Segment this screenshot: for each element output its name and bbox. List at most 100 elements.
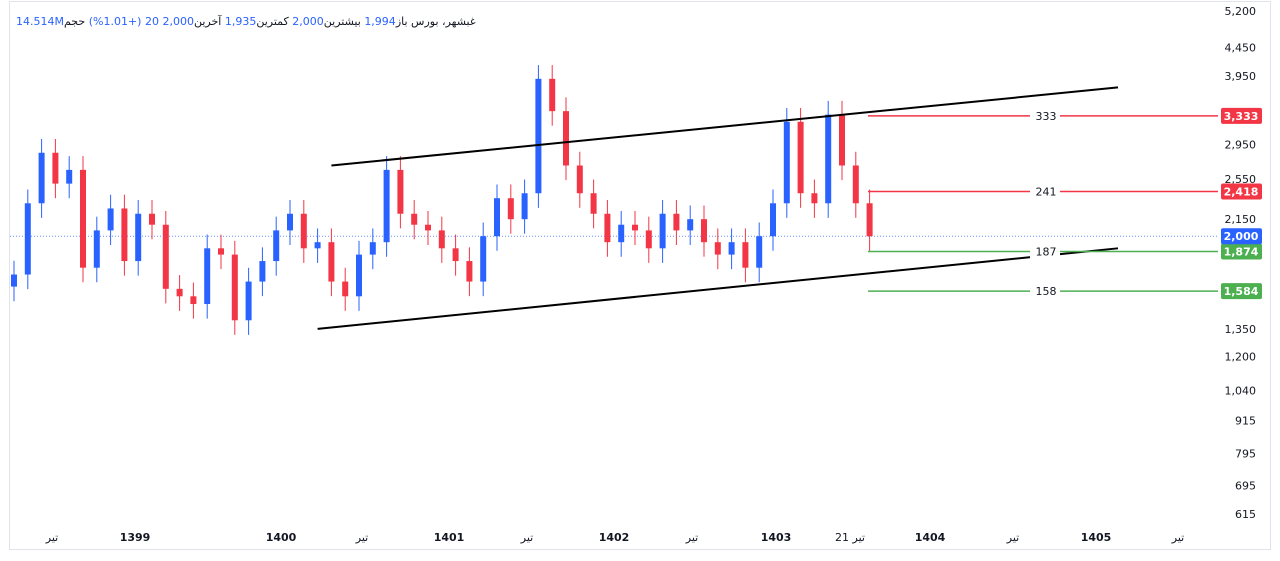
candle-body	[93, 230, 100, 268]
x-tick-label: تیر	[45, 531, 58, 544]
candle-body	[576, 165, 583, 194]
x-tick-label: تیر	[355, 531, 368, 544]
level-price-tag	[1221, 107, 1262, 124]
y-tick-label: 2,150	[1225, 213, 1257, 226]
x-tick-label: 21 تیر	[835, 531, 865, 544]
candle-body	[107, 208, 114, 231]
candle-body	[356, 254, 362, 297]
candle-body	[204, 248, 211, 305]
candle-body	[342, 281, 349, 297]
candle-body	[24, 203, 31, 275]
candle-body	[438, 230, 445, 249]
candle-body	[314, 242, 321, 249]
candle-body	[783, 121, 790, 204]
x-tick-label: 1402	[599, 531, 630, 544]
x-tick-label: 1400	[266, 531, 297, 544]
volume-value: 14.514M	[16, 15, 64, 28]
candle-body	[521, 193, 528, 220]
candle-body	[673, 213, 680, 231]
x-tick-label: 1405	[1081, 531, 1112, 544]
candle-body	[659, 213, 666, 249]
candle-body	[452, 248, 459, 262]
candle-body	[507, 198, 514, 220]
x-tick-label: تیر	[520, 531, 533, 544]
candle-body	[11, 274, 17, 287]
x-tick-label: 1401	[434, 531, 465, 544]
candle-body	[797, 121, 804, 194]
y-tick-label: 5,200	[1225, 5, 1257, 18]
candle-body	[687, 219, 694, 231]
open-value: 1,994	[364, 15, 396, 28]
level-distance-label: 241	[1036, 185, 1057, 198]
candle-body	[466, 261, 473, 282]
candle-body	[701, 219, 707, 243]
x-tick-label: تیر	[1006, 531, 1019, 544]
candle-body	[825, 114, 832, 204]
level-price-tag	[1221, 243, 1262, 260]
level-price-tag-label: 2,418	[1224, 185, 1259, 198]
candle-body	[425, 224, 431, 231]
candle-body	[231, 254, 238, 321]
candle-body	[535, 78, 542, 194]
candle-body	[494, 198, 500, 237]
candle-body	[80, 169, 86, 268]
y-tick-label: 1,350	[1225, 323, 1257, 336]
candle-body	[135, 213, 142, 262]
candle-body	[383, 169, 390, 243]
candle-body	[742, 242, 749, 268]
level-distance-label: 158	[1036, 285, 1057, 298]
candle-body	[604, 213, 611, 243]
close-value: 2,000	[162, 15, 194, 28]
last-price-tag-label: 2,000	[1224, 230, 1259, 243]
channel-line-upper	[331, 86, 1119, 167]
candle-body	[770, 203, 776, 237]
level-label-bg	[1030, 184, 1060, 199]
candle-body	[369, 242, 376, 255]
level-price-tag	[1221, 283, 1262, 300]
candle-body	[259, 261, 266, 282]
candle-body	[852, 165, 859, 204]
high-value: 2,000	[292, 15, 324, 28]
candle-body	[328, 242, 335, 282]
close-label: آخرین	[193, 15, 222, 28]
level-price-tag-label: 1,874	[1224, 246, 1259, 259]
x-tick-label: 1403	[761, 531, 792, 544]
candle-body	[162, 224, 169, 289]
high-label: بیشترین	[323, 15, 361, 28]
level-label-bg	[1030, 244, 1060, 259]
y-tick-label: 1,040	[1225, 384, 1257, 397]
candle-body	[121, 208, 128, 262]
x-tick-label: تیر	[1171, 531, 1184, 544]
candle-body	[245, 281, 252, 321]
y-tick-label: 3,950	[1225, 70, 1257, 83]
candle-body	[480, 236, 487, 282]
candle-body	[714, 242, 721, 255]
candle-body	[190, 296, 197, 305]
level-distance-label: 333	[1036, 110, 1057, 123]
level-price-tag-label: 1,584	[1224, 285, 1259, 298]
candle-body	[176, 288, 183, 297]
level-price-tag	[1221, 183, 1262, 200]
candle-body	[38, 152, 45, 204]
level-label-bg	[1030, 284, 1060, 299]
candle-body	[866, 203, 873, 237]
level-label-bg	[1030, 108, 1060, 123]
candle-body	[728, 242, 735, 255]
y-tick-label: 1,200	[1225, 351, 1257, 364]
y-tick-label: 795	[1235, 448, 1256, 461]
candle-body	[300, 213, 307, 249]
candle-body	[563, 111, 569, 166]
candle-body	[756, 236, 763, 268]
candle-body	[287, 213, 293, 231]
y-tick-label: 2,550	[1225, 173, 1257, 186]
candle-body	[397, 169, 404, 214]
symbol-name[interactable]: غبشهر، بورس	[411, 15, 476, 28]
channel-line-lower	[317, 247, 1119, 330]
open-label: باز	[395, 15, 408, 28]
x-tick-label: 1404	[915, 531, 946, 544]
candle-body	[549, 78, 556, 112]
chart-frame	[9, 1, 1271, 550]
candle-body	[149, 213, 155, 225]
candle-body	[411, 213, 418, 225]
